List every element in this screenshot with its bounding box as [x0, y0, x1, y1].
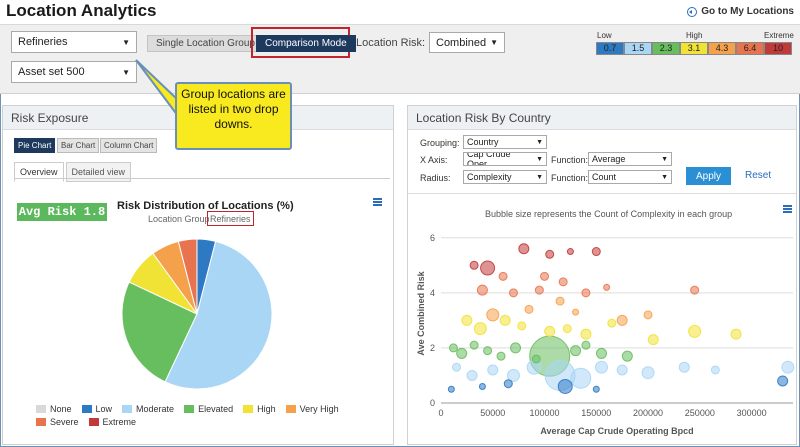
- legend-swatch: [88, 418, 99, 426]
- highlight-box: [207, 211, 254, 226]
- single-location-group-button[interactable]: Single Location Group: [147, 35, 264, 52]
- pie-legend-item[interactable]: Elevated: [184, 404, 233, 414]
- bubble-chart-title: Bubble size represents the Count of Comp…: [485, 209, 733, 219]
- chart-menu-icon[interactable]: [373, 198, 382, 206]
- apply-button[interactable]: Apply: [686, 167, 731, 185]
- pie-chart-button[interactable]: Pie Chart: [14, 138, 56, 153]
- risk-legend-cell: 1.5: [624, 42, 652, 55]
- tab-detailed-view[interactable]: Detailed view: [65, 162, 132, 182]
- form-divider: [408, 193, 796, 194]
- legend-swatch: [122, 405, 133, 413]
- goto-my-locations-label: Go to My Locations: [701, 6, 794, 17]
- risk-legend-cell: 2.3: [652, 42, 680, 55]
- legend-label: Severe: [50, 417, 79, 427]
- legend-swatch: [36, 418, 46, 426]
- pie-legend-item[interactable]: High: [243, 404, 276, 414]
- radius-select-value: Complexity: [467, 172, 512, 182]
- chart-menu-icon[interactable]: [783, 205, 792, 213]
- function-select-2[interactable]: Count ▼: [588, 170, 672, 184]
- legend-swatch: [81, 405, 92, 413]
- function-label-2: Function:: [551, 173, 589, 183]
- pie-legend-item[interactable]: Severe: [36, 417, 79, 427]
- legend-label: Elevated: [198, 404, 234, 414]
- asset-set-select-value: Asset set 500: [18, 66, 85, 78]
- back-arrow-icon: [687, 6, 698, 17]
- x-axis-label: X Axis:: [420, 155, 448, 165]
- x-axis-select[interactable]: Cap Crude Oper ▼: [463, 152, 547, 166]
- view-tabs: Overview Detailed view: [14, 162, 133, 182]
- pie-legend-item[interactable]: None: [36, 404, 72, 414]
- risk-exposure-panel: Risk Exposure: [2, 105, 394, 445]
- goto-my-locations-link[interactable]: Go to My Locations: [687, 6, 794, 17]
- reset-link[interactable]: Reset: [745, 170, 772, 181]
- callout-note: Group locations are listed in two drop d…: [175, 82, 292, 150]
- risk-legend-cell: 10: [764, 42, 792, 55]
- radius-label: Radius:: [420, 173, 451, 183]
- risk-legend-extreme-label: Extreme: [764, 31, 794, 40]
- chevron-down-icon: ▼: [661, 173, 668, 181]
- x-axis-select-value: Cap Crude Oper: [467, 152, 511, 166]
- risk-legend-bar: 0.7 1.5 2.3 3.1 4.3 6.4 10: [596, 42, 792, 55]
- pie-chart-subtitle-value: Refineries: [210, 214, 251, 224]
- radius-select[interactable]: Complexity ▼: [463, 170, 547, 184]
- chevron-down-icon: ▼: [122, 37, 130, 47]
- grouping-select-value: Country: [467, 137, 499, 147]
- legend-swatch: [243, 405, 254, 413]
- group-select-value: Refineries: [18, 36, 68, 48]
- risk-legend-cell: 0.7: [596, 42, 624, 55]
- avg-risk-badge: Avg Risk 1.8: [17, 203, 107, 221]
- asset-set-select[interactable]: Asset set 500 ▼: [11, 61, 137, 83]
- risk-legend-cell: 4.3: [708, 42, 736, 55]
- chevron-down-icon: ▼: [536, 155, 543, 163]
- legend-swatch: [36, 405, 46, 413]
- location-risk-label: Location Risk:: [356, 37, 426, 49]
- chevron-down-icon: ▼: [536, 173, 543, 181]
- tab-overview[interactable]: Overview: [14, 162, 64, 182]
- bar-chart-button[interactable]: Bar Chart: [57, 138, 100, 153]
- location-risk-by-country-title: Location Risk By Country: [408, 106, 796, 130]
- pie-legend-item[interactable]: Very High: [285, 404, 339, 414]
- grouping-select[interactable]: Country ▼: [463, 135, 547, 149]
- risk-legend-cell: 6.4: [736, 42, 764, 55]
- legend-label: Low: [95, 404, 113, 414]
- pie-chart-title: Risk Distribution of Locations (%): [117, 200, 294, 212]
- pie-legend: None Low Moderate Elevated High Very High Seve…: [36, 404, 376, 430]
- grouping-label: Grouping:: [420, 138, 460, 148]
- page-title: Location Analytics: [6, 1, 157, 20]
- risk-legend-low-label: Low: [597, 31, 612, 40]
- pie-legend-item[interactable]: Extreme: [88, 417, 137, 427]
- location-risk-select[interactable]: Combined ▼: [429, 32, 505, 53]
- pie-legend-item[interactable]: Low: [81, 404, 113, 414]
- function-select-2-value: Count: [592, 172, 617, 182]
- chevron-down-icon: ▼: [122, 67, 130, 77]
- chevron-down-icon: ▼: [490, 38, 499, 47]
- legend-label: High: [257, 404, 276, 414]
- chevron-down-icon: ▼: [661, 155, 668, 163]
- title-bar: Location Analytics Go to My Locations: [0, 0, 800, 24]
- group-select[interactable]: Refineries ▼: [11, 31, 137, 53]
- tab-divider: [14, 178, 390, 179]
- risk-legend-high-label: High: [686, 31, 703, 40]
- legend-label: Very High: [299, 404, 339, 414]
- pie-legend-item[interactable]: Moderate: [122, 404, 174, 414]
- function-label-1: Function:: [551, 155, 589, 165]
- location-risk-select-value: Combined: [436, 36, 487, 49]
- chevron-down-icon: ▼: [536, 138, 543, 146]
- legend-swatch: [285, 405, 296, 413]
- column-chart-button[interactable]: Column Chart: [100, 138, 158, 153]
- legend-label: None: [50, 404, 72, 414]
- legend-swatch: [184, 405, 195, 413]
- function-select-1-value: Average: [592, 154, 626, 164]
- legend-label: Moderate: [136, 404, 175, 414]
- comparison-mode-button[interactable]: Comparison Mode: [256, 35, 356, 52]
- pie-chart-subtitle-prefix: Location Group: [148, 214, 210, 224]
- risk-legend-cell: 3.1: [680, 42, 708, 55]
- function-select-1[interactable]: Average ▼: [588, 152, 672, 166]
- legend-label: Extreme: [102, 417, 137, 427]
